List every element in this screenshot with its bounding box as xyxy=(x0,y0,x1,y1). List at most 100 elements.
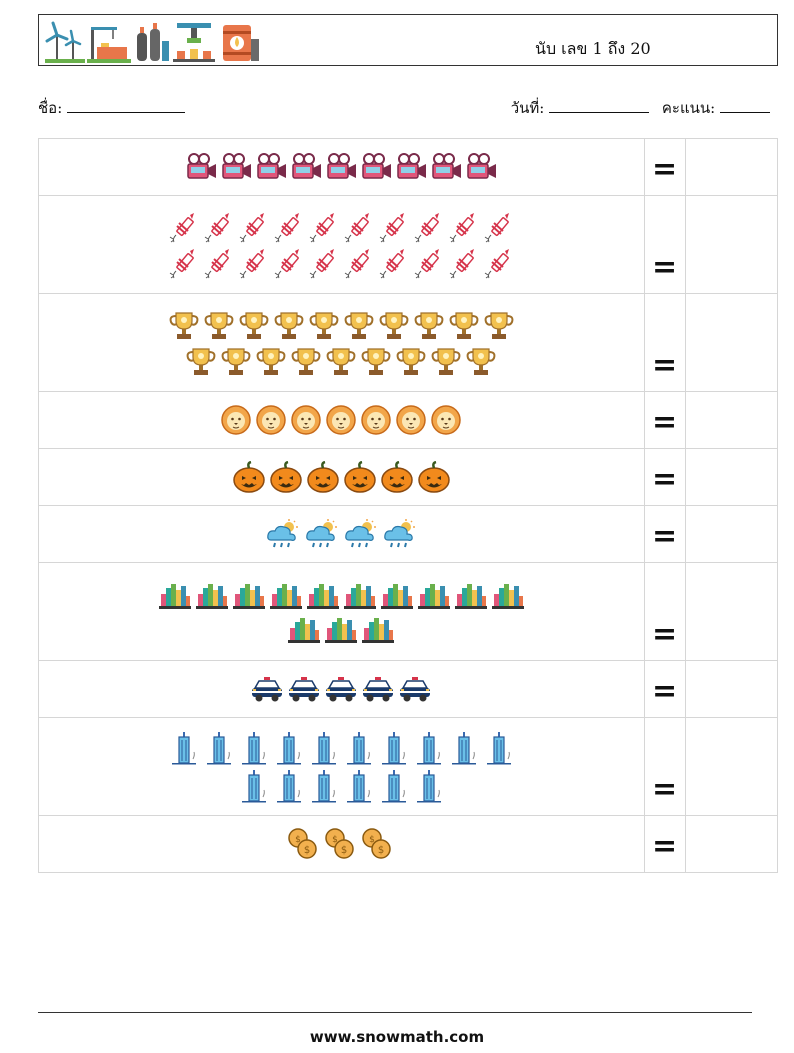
equals-sign: = xyxy=(651,405,678,440)
skyscraper-icon xyxy=(346,769,371,802)
city-chart-icon xyxy=(232,583,265,609)
header-box: นับ เลข 1 ถึง 20 xyxy=(38,14,778,66)
picture-line xyxy=(39,769,644,803)
police-car-icon xyxy=(289,677,320,702)
picture-cell xyxy=(38,195,645,294)
name-blank[interactable] xyxy=(67,98,186,113)
footer-website: www.snowmath.com xyxy=(309,1028,485,1046)
answer-cell[interactable] xyxy=(684,448,779,506)
equals-sign: = xyxy=(651,519,678,554)
city-chart-icon xyxy=(325,617,358,643)
count-row: = xyxy=(38,717,779,816)
date-blank[interactable] xyxy=(549,98,650,113)
city-chart-icon xyxy=(343,583,376,609)
police-car-icon xyxy=(400,677,431,702)
trophy-icon xyxy=(239,311,269,339)
svg-text:$: $ xyxy=(341,845,347,856)
answer-cell[interactable] xyxy=(684,660,779,718)
worksheet-title: นับ เลข 1 ถึง 20 xyxy=(535,39,651,58)
picture-line xyxy=(39,731,644,765)
answer-cell[interactable] xyxy=(684,562,779,661)
rain-cloud-sun-icon xyxy=(345,519,376,548)
pumpkin-icon xyxy=(344,461,376,493)
count-row: = xyxy=(38,660,779,718)
date-label: วันที่: xyxy=(510,99,545,117)
lion-icon xyxy=(291,405,322,435)
answer-cell[interactable] xyxy=(684,293,779,392)
skyscraper-icon xyxy=(206,731,231,764)
equals-cell: = xyxy=(643,815,686,873)
equals-cell: = xyxy=(643,138,686,196)
date-score-fields: วันที่: คะแนน: xyxy=(511,96,770,120)
movie-camera-icon xyxy=(362,153,392,179)
city-chart-icon xyxy=(417,583,450,609)
firework-rocket-icon xyxy=(274,248,299,278)
trophy-icon xyxy=(256,347,286,375)
trophy-icon xyxy=(344,311,374,339)
equals-cell: = xyxy=(643,391,686,449)
movie-camera-icon xyxy=(397,153,427,179)
lion-icon xyxy=(431,405,462,435)
picture-cell xyxy=(38,562,645,661)
trophy-icon xyxy=(414,311,444,339)
police-car-icon xyxy=(363,677,394,702)
equals-sign: = xyxy=(651,617,678,652)
firework-rocket-icon xyxy=(169,212,194,242)
answer-cell[interactable] xyxy=(684,717,779,816)
picture-cell: $ $ $ $ $ $ xyxy=(38,815,645,873)
firework-rocket-icon xyxy=(414,212,439,242)
picture-line xyxy=(39,152,644,182)
wind-turbine-icon xyxy=(45,21,85,63)
firework-rocket-icon xyxy=(449,212,474,242)
coins-icon: $$ xyxy=(325,828,355,859)
count-row: = xyxy=(38,505,779,563)
pumpkin-icon xyxy=(418,461,450,493)
count-row: = xyxy=(38,562,779,661)
equals-sign: = xyxy=(651,772,678,807)
answer-cell[interactable] xyxy=(684,391,779,449)
trophy-icon xyxy=(431,347,461,375)
answer-cell[interactable] xyxy=(684,815,779,873)
city-chart-icon xyxy=(380,583,413,609)
skyscraper-icon xyxy=(416,731,441,764)
answer-cell[interactable] xyxy=(684,138,779,196)
picture-line xyxy=(39,345,644,377)
firework-rocket-icon xyxy=(169,248,194,278)
equals-cell: = xyxy=(643,717,686,816)
police-car-icon xyxy=(252,677,283,702)
picture-line xyxy=(39,309,644,341)
lion-icon xyxy=(221,405,252,435)
firework-rocket-icon xyxy=(309,212,334,242)
svg-text:$: $ xyxy=(332,835,338,845)
picture-cell xyxy=(38,293,645,392)
lion-icon xyxy=(256,405,287,435)
city-chart-icon xyxy=(306,583,339,609)
firework-rocket-icon xyxy=(449,248,474,278)
firework-rocket-icon xyxy=(344,212,369,242)
equals-cell: = xyxy=(643,293,686,392)
rain-cloud-sun-icon xyxy=(267,519,298,548)
picture-cell xyxy=(38,660,645,718)
rain-cloud-sun-icon xyxy=(384,519,415,548)
score-blank[interactable] xyxy=(720,98,770,113)
answer-cell[interactable] xyxy=(684,505,779,563)
city-chart-icon xyxy=(454,583,487,609)
svg-text:$: $ xyxy=(304,845,310,856)
city-chart-icon xyxy=(491,583,524,609)
answer-cell[interactable] xyxy=(684,195,779,294)
city-chart-icon xyxy=(288,617,321,643)
trophy-icon xyxy=(221,347,251,375)
counting-table: = = = = = = = = = $ $ $ $ $ $ = xyxy=(38,138,779,873)
trophy-icon xyxy=(169,311,199,339)
picture-cell xyxy=(38,391,645,449)
trophy-icon xyxy=(484,311,514,339)
score-label: คะแนน: xyxy=(661,99,716,117)
equals-sign: = xyxy=(651,250,678,285)
trophy-icon xyxy=(326,347,356,375)
picture-line: $ $ $ $ $ $ xyxy=(39,827,644,861)
picture-line xyxy=(39,518,644,550)
trophy-icon xyxy=(361,347,391,375)
picture-line xyxy=(39,211,644,243)
firework-rocket-icon xyxy=(379,248,404,278)
firework-rocket-icon xyxy=(484,248,509,278)
